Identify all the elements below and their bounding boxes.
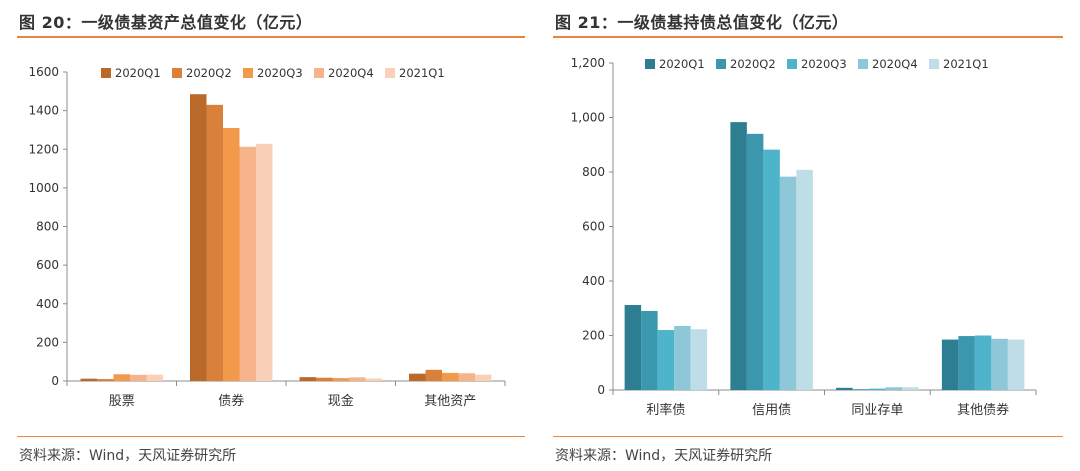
x-tick-label: 债券 <box>218 393 244 409</box>
bar-2020Q1-同业存单 <box>836 387 853 390</box>
legend-swatch <box>243 68 253 78</box>
bar-2020Q4-其他债券 <box>991 338 1008 390</box>
bar-2020Q1-利率债 <box>624 304 642 390</box>
y-tick-label: 800 <box>36 220 59 234</box>
y-tick-label: 1000 <box>28 181 59 195</box>
bar-2021Q1-利率债 <box>690 329 708 390</box>
bar-chart-assets: 0 200 400 600 800 1000 1200 1400 1600 股票 债券 现金 其他资产 2… <box>28 65 506 409</box>
legend-label: 2020Q4 <box>872 57 918 71</box>
bar-2020Q3-股票 <box>113 374 130 381</box>
legend-swatch <box>172 68 182 78</box>
bar-2020Q4-现金 <box>349 377 366 381</box>
legend-swatch <box>858 59 868 69</box>
bar-2020Q1-股票 <box>80 378 97 381</box>
legend-label: 2020Q2 <box>186 66 232 80</box>
y-tick-label: 600 <box>582 220 605 234</box>
bar-2020Q3-其他债券 <box>974 335 992 390</box>
y-tick-label: 0 <box>597 383 605 397</box>
source-rule <box>17 436 525 437</box>
bar-2020Q4-利率债 <box>674 325 691 390</box>
y-tick-label: 1200 <box>28 142 59 156</box>
chart-title: 图 21：一级债基持债总值变化（亿元） <box>555 13 849 32</box>
chart-panel-left: 图 20：一级债基资产总值变化（亿元） 0 200 400 600 800 1000 120… <box>17 0 527 471</box>
bar-2020Q2-同业存单 <box>852 389 870 390</box>
legend-swatch <box>645 59 655 69</box>
bar-chart-bonds: 0 200 400 600 800 1,000 1,200 利率债 信用债 同业存单 其他债券 202… <box>571 56 1037 418</box>
bar-2020Q4-信用债 <box>779 176 797 390</box>
legend-label: 2020Q1 <box>115 66 161 80</box>
x-tick-label: 利率债 <box>646 402 685 418</box>
y-tick-label: 1,200 <box>571 56 605 70</box>
legend-swatch <box>716 59 726 69</box>
y-tick-label: 1600 <box>28 65 59 79</box>
bar-2020Q1-现金 <box>299 377 316 381</box>
y-tick-label: 1,000 <box>571 111 605 125</box>
y-tick-label: 200 <box>582 329 605 343</box>
y-tick-label: 0 <box>51 374 59 388</box>
bar-2020Q3-利率债 <box>657 330 675 390</box>
bar-2020Q4-股票 <box>130 374 147 381</box>
y-tick-label: 200 <box>36 335 59 349</box>
x-tick-label: 其他债券 <box>957 402 1009 418</box>
bar-2020Q1-其他资产 <box>409 373 426 381</box>
legend-label: 2020Q3 <box>801 57 847 71</box>
legend-label: 2021Q1 <box>399 66 445 80</box>
bar-2021Q1-其他债券 <box>1007 339 1025 390</box>
source-note: 资料来源：Wind，天风证券研究所 <box>19 448 237 464</box>
bar-2020Q3-现金 <box>332 378 349 381</box>
legend-swatch <box>314 68 324 78</box>
bar-2020Q1-信用债 <box>730 122 747 390</box>
x-tick-label: 现金 <box>328 393 354 409</box>
legend-swatch <box>787 59 797 69</box>
bar-2020Q2-信用债 <box>746 133 764 390</box>
legend-label: 2021Q1 <box>943 57 989 71</box>
bar-2020Q2-股票 <box>97 379 114 381</box>
bar-2020Q1-债券 <box>190 94 207 381</box>
x-tick-label: 同业存单 <box>851 403 903 418</box>
y-tick-label: 400 <box>36 297 59 311</box>
bar-2021Q1-信用债 <box>796 169 813 390</box>
bar-2021Q1-股票 <box>146 374 163 381</box>
legend-label: 2020Q4 <box>328 66 374 80</box>
legend-swatch <box>101 68 111 78</box>
source-note: 资料来源：Wind，天风证券研究所 <box>555 448 773 464</box>
bar-2020Q2-其他债券 <box>958 336 975 390</box>
bar-2020Q3-同业存单 <box>869 388 886 390</box>
chart-panel-right: 图 21：一级债基持债总值变化（亿元） 0 200 400 600 800 1,000 1,… <box>553 0 1063 471</box>
bar-2020Q3-债券 <box>223 128 240 381</box>
legend-label: 2020Q3 <box>257 66 303 80</box>
bar-2020Q2-现金 <box>316 377 333 381</box>
bar-2021Q1-债券 <box>256 143 273 381</box>
x-tick-label: 其他资产 <box>424 394 476 409</box>
legend-swatch <box>385 68 395 78</box>
y-tick-label: 600 <box>36 258 59 272</box>
bar-2020Q3-其他资产 <box>442 372 459 381</box>
source-rule <box>553 436 1063 437</box>
bar-2020Q2-利率债 <box>641 310 658 390</box>
legend-swatch <box>929 59 939 69</box>
legend-label: 2020Q1 <box>659 57 705 71</box>
bar-2020Q2-其他资产 <box>425 369 442 381</box>
bar-2020Q4-债券 <box>239 146 256 381</box>
y-tick-label: 800 <box>582 165 605 179</box>
bar-2020Q2-债券 <box>206 104 223 382</box>
bar-2020Q4-同业存单 <box>885 387 903 390</box>
bar-2021Q1-同业存单 <box>902 387 919 390</box>
bar-2020Q1-其他债券 <box>941 339 959 390</box>
bar-2020Q3-信用债 <box>763 149 780 390</box>
y-tick-label: 1400 <box>28 104 59 118</box>
title-rule <box>553 36 1063 38</box>
bar-2021Q1-其他资产 <box>475 374 492 381</box>
x-tick-label: 信用债 <box>752 403 791 418</box>
chart-title: 图 20：一级债基资产总值变化（亿元） <box>19 13 313 32</box>
bar-2021Q1-现金 <box>365 378 382 381</box>
x-tick-label: 股票 <box>109 394 135 409</box>
bar-2020Q4-其他资产 <box>458 373 475 381</box>
legend-label: 2020Q2 <box>730 57 776 71</box>
title-rule <box>17 36 525 38</box>
y-tick-label: 400 <box>582 274 605 288</box>
